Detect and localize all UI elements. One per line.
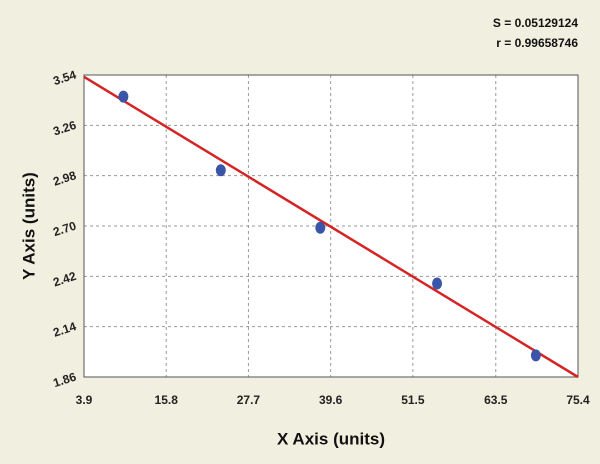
y-tick-label: 3.26 bbox=[51, 118, 78, 139]
y-tick-label: 2.14 bbox=[51, 319, 78, 340]
x-tick-label: 63.5 bbox=[484, 393, 508, 407]
y-tick-label: 2.42 bbox=[51, 269, 78, 290]
data-point bbox=[215, 164, 226, 177]
y-tick-label: 1.86 bbox=[51, 369, 78, 390]
data-point bbox=[530, 349, 541, 362]
plot-frame bbox=[83, 74, 579, 378]
x-tick-label: 51.5 bbox=[401, 393, 425, 407]
y-tick-label: 3.54 bbox=[51, 67, 78, 88]
y-tick-label: 2.70 bbox=[51, 218, 78, 239]
x-tick-label: 27.7 bbox=[237, 393, 261, 407]
annotation: S = 0.05129124 bbox=[493, 16, 578, 30]
x-axis-title: X Axis (units) bbox=[277, 429, 385, 448]
x-tick-label: 15.8 bbox=[155, 393, 179, 407]
y-axis-title: Y Axis (units) bbox=[19, 172, 38, 280]
data-point bbox=[315, 221, 326, 234]
data-point bbox=[432, 277, 443, 290]
x-tick-label: 3.9 bbox=[76, 393, 93, 407]
x-tick-label: 39.6 bbox=[319, 393, 343, 407]
annotation: r = 0.99658746 bbox=[496, 36, 578, 50]
x-tick-label: 75.4 bbox=[566, 393, 590, 407]
data-point bbox=[118, 90, 129, 103]
y-tick-label: 2.98 bbox=[51, 168, 78, 189]
fit-line bbox=[83, 75, 579, 379]
